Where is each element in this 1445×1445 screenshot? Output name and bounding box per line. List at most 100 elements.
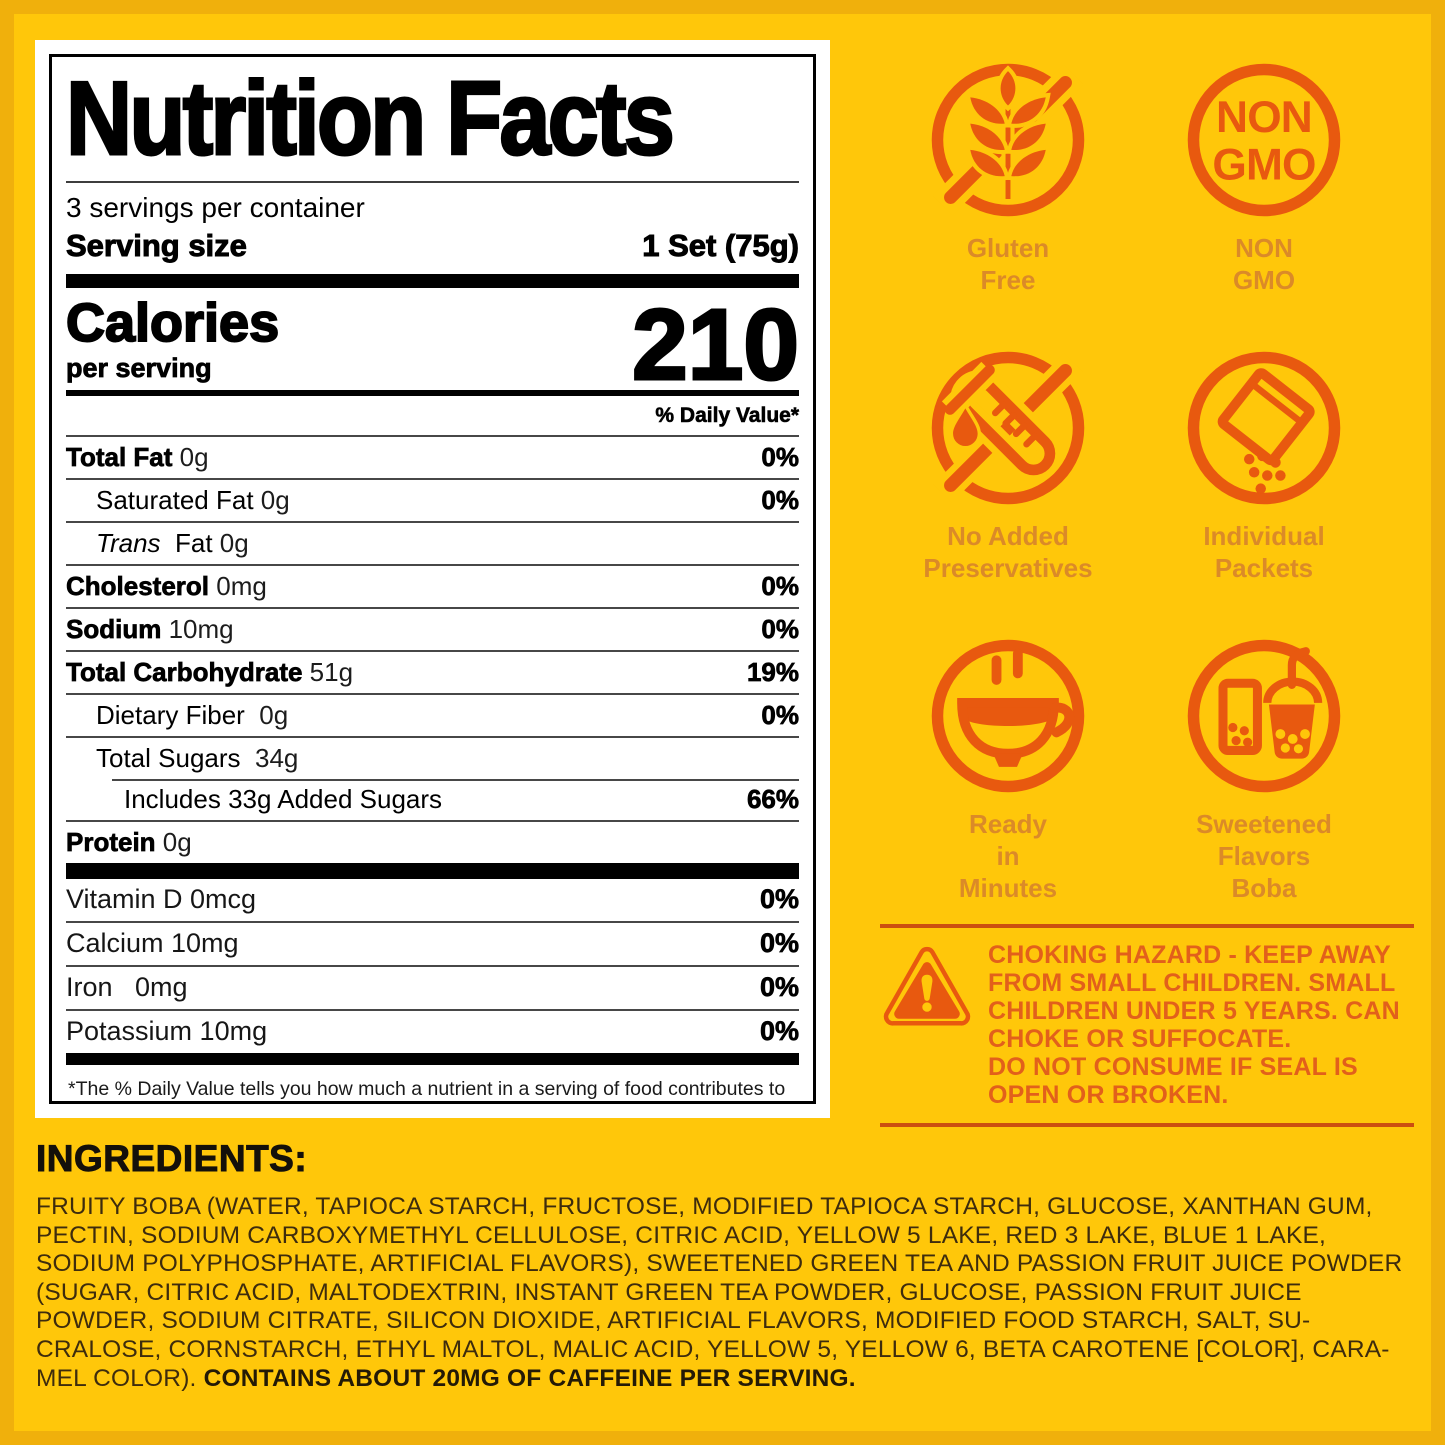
nutrition-facts-inner: Nutrition Facts 3 servings per container… — [49, 54, 816, 1104]
ingredients-line: SODIUM POLYPHOSPHATE, ARTIFICIAL FLAVORS… — [36, 1250, 1403, 1278]
nutrient-daily-value: 0% — [761, 571, 799, 602]
nutrient-name: Dietary Fiber 0g — [96, 700, 289, 731]
nutrient-amount: 10mg — [161, 614, 234, 645]
badge-individual-packets: Individual Packets — [1182, 346, 1346, 634]
steaming-cup-icon — [931, 639, 1085, 793]
ingredients-line: PECTIN, SODIUM CARBOXYMETHYL CELLULOSE, … — [36, 1221, 1327, 1249]
nutrient-row: Total Fat 0g 0% — [66, 435, 799, 478]
thick-divider — [66, 1053, 799, 1066]
vitamin-daily-value: 0% — [759, 884, 800, 915]
warning-text-seal: DO NOT CONSUME IF SEAL IS OPEN OR BROKEN… — [988, 1053, 1358, 1109]
badge-caption: No Added Preservatives — [923, 521, 1093, 583]
ingredients-line: FRUITY BOBA (WATER, TAPIOCA STARCH, FRUC… — [36, 1193, 1373, 1220]
vitamin-row: Vitamin D 0mcg 0% — [66, 879, 799, 921]
vitamin-name: Calcium 10mg — [66, 928, 239, 959]
ingredients-heading: INGREDIENTS: — [36, 1138, 308, 1180]
nutrient-daily-value: 19% — [746, 657, 800, 688]
badge-caption: NON GMO — [1232, 233, 1296, 295]
badge-non-gmo: NON GMO NON GMO — [1182, 58, 1346, 346]
vitamin-daily-value: 0% — [759, 972, 800, 1003]
calories-label: Calories — [65, 293, 280, 353]
nutrient-daily-value: 0% — [761, 700, 799, 731]
vitamin-row: Calcium 10mg 0% — [66, 921, 799, 965]
thick-divider — [66, 863, 799, 880]
nutrient-row: Total Carbohydrate 51g 19% — [66, 650, 799, 693]
nutrient-name: Saturated Fat 0g — [96, 485, 290, 516]
daily-value-footnote: *The % Daily Value tells you how much a … — [68, 1078, 786, 1101]
serving-size-label: Serving size — [66, 228, 248, 264]
wheat-crossed-icon — [931, 63, 1085, 217]
serving-size-value: 1 Set (75g) — [642, 228, 800, 264]
ingredients-line: CRALOSE, CORNSTARCH, ETHYL MALTOL, MALIC… — [36, 1335, 1390, 1363]
servings-per-container: 3 servings per container — [66, 192, 365, 223]
badge-caption: Gluten Free — [966, 233, 1050, 295]
vitamin-name: Vitamin D 0mcg — [66, 884, 257, 915]
vitamin-name: Iron 0mg — [66, 972, 188, 1003]
nutrient-daily-value: 0% — [761, 442, 799, 473]
nutrient-amount: 0g — [172, 442, 209, 473]
ingredients-line: (SUGAR, CITRIC ACID, MALTODEXTRIN, INSTA… — [36, 1278, 1302, 1306]
nutrient-name: Total Fat 0g — [66, 442, 209, 473]
calories-label-block: Calories per serving — [65, 293, 280, 384]
vitamin-row: Potassium 10mg 0% — [66, 1009, 799, 1053]
nutrient-row: Dietary Fiber 0g 0% — [66, 693, 799, 736]
calories-row: Calories per serving 210 — [65, 288, 801, 402]
ingredients-last-line: MEL COLOR). CONTAINS ABOUT 20MG OF CAFFE… — [36, 1364, 856, 1392]
nutrition-facts-label: Nutrition Facts 3 servings per container… — [35, 40, 830, 1118]
badge-no-preservatives: No Added Preservatives — [923, 346, 1093, 634]
nutrient-amount: 0g — [155, 827, 192, 858]
ingredients-line: POWDER, SODIUM CITRATE, SILICON DIOXIDE,… — [36, 1307, 1311, 1335]
nutrient-name: Total Sugars 34g — [96, 743, 299, 774]
medium-divider — [66, 390, 799, 397]
nutrient-name: Cholesterol 0mg — [66, 571, 267, 602]
ingredients-section: INGREDIENTS: FRUITY BOBA (WATER, TAPIOCA… — [36, 1138, 1436, 1393]
nutrient-daily-value: 66% — [746, 784, 800, 815]
nutrient-row: Total Sugars 34g — [66, 736, 799, 779]
caffeine-statement: CONTAINS ABOUT 20MG OF CAFFEINE PER SERV… — [203, 1364, 856, 1392]
calories-sublabel: per serving — [66, 353, 212, 384]
feature-badges: Gluten Free NON GMO NON GMO — [880, 58, 1392, 904]
boba-drinks-icon — [1187, 639, 1341, 793]
nutrient-row: Sodium 10mg 0% — [66, 607, 799, 650]
calories-value: 210 — [631, 289, 801, 402]
badge-sweetened-boba: Sweetened Flavors Boba — [1182, 634, 1346, 904]
nutrient-row: Protein 0g — [66, 820, 799, 863]
thick-divider — [66, 274, 799, 288]
nutrient-amount: 0g — [253, 485, 290, 516]
nutrient-row: Saturated Fat 0g 0% — [66, 478, 799, 521]
nutrient-amount: 34g — [240, 743, 299, 774]
nutrient-name: Sodium 10mg — [66, 614, 234, 645]
badge-caption: Sweetened Flavors Boba — [1196, 809, 1332, 903]
nutrition-facts-title: Nutrition Facts — [65, 61, 676, 177]
nutrient-name: Includes 33g Added Sugars — [124, 784, 443, 815]
vitamin-row: Iron 0mg 0% — [66, 965, 799, 1009]
badge-gluten-free: Gluten Free — [926, 58, 1090, 346]
title-divider — [66, 181, 799, 183]
nutrient-row: Trans Fat 0g — [66, 521, 799, 564]
nutrient-row: Includes 33g Added Sugars 66% — [66, 779, 799, 820]
svg-text:GMO: GMO — [1212, 140, 1315, 189]
nutrient-amount: 0g — [244, 700, 289, 731]
non-gmo-circle-icon: NON GMO — [1187, 63, 1341, 217]
serving-size-row: Serving size 1 Set (75g) — [66, 228, 800, 274]
vitamin-daily-value: 0% — [759, 928, 800, 959]
test-tube-crossed-icon — [931, 351, 1085, 505]
nutrient-row: Cholesterol 0mg 0% — [66, 564, 799, 607]
packet-pour-icon — [1187, 351, 1341, 505]
svg-text:NON: NON — [1216, 93, 1312, 142]
warning-box: CHOKING HAZARD - KEEP AWAY FROM SMALL CH… — [880, 924, 1414, 1127]
nutrient-daily-value: 0% — [761, 485, 799, 516]
nutrient-name: Total Carbohydrate 51g — [66, 657, 354, 688]
nutrient-amount: 0g — [212, 528, 249, 559]
warning-text-choking: CHOKING HAZARD - KEEP AWAY FROM SMALL CH… — [988, 941, 1400, 1053]
badge-caption: Individual Packets — [1203, 521, 1325, 583]
warning-text: CHOKING HAZARD - KEEP AWAY FROM SMALL CH… — [988, 941, 1412, 1109]
nutrient-name: Trans Fat 0g — [96, 528, 249, 559]
badge-ready-in-minutes: Ready in Minutes — [926, 634, 1090, 904]
ingredients-text: FRUITY BOBA (WATER, TAPIOCA STARCH, FRUC… — [36, 1193, 1436, 1393]
warning-triangle-icon — [883, 946, 971, 1026]
daily-value-header: % Daily Value* — [655, 404, 799, 428]
nutrient-name: Protein 0g — [66, 827, 192, 858]
vitamin-name: Potassium 10mg — [66, 1016, 268, 1047]
